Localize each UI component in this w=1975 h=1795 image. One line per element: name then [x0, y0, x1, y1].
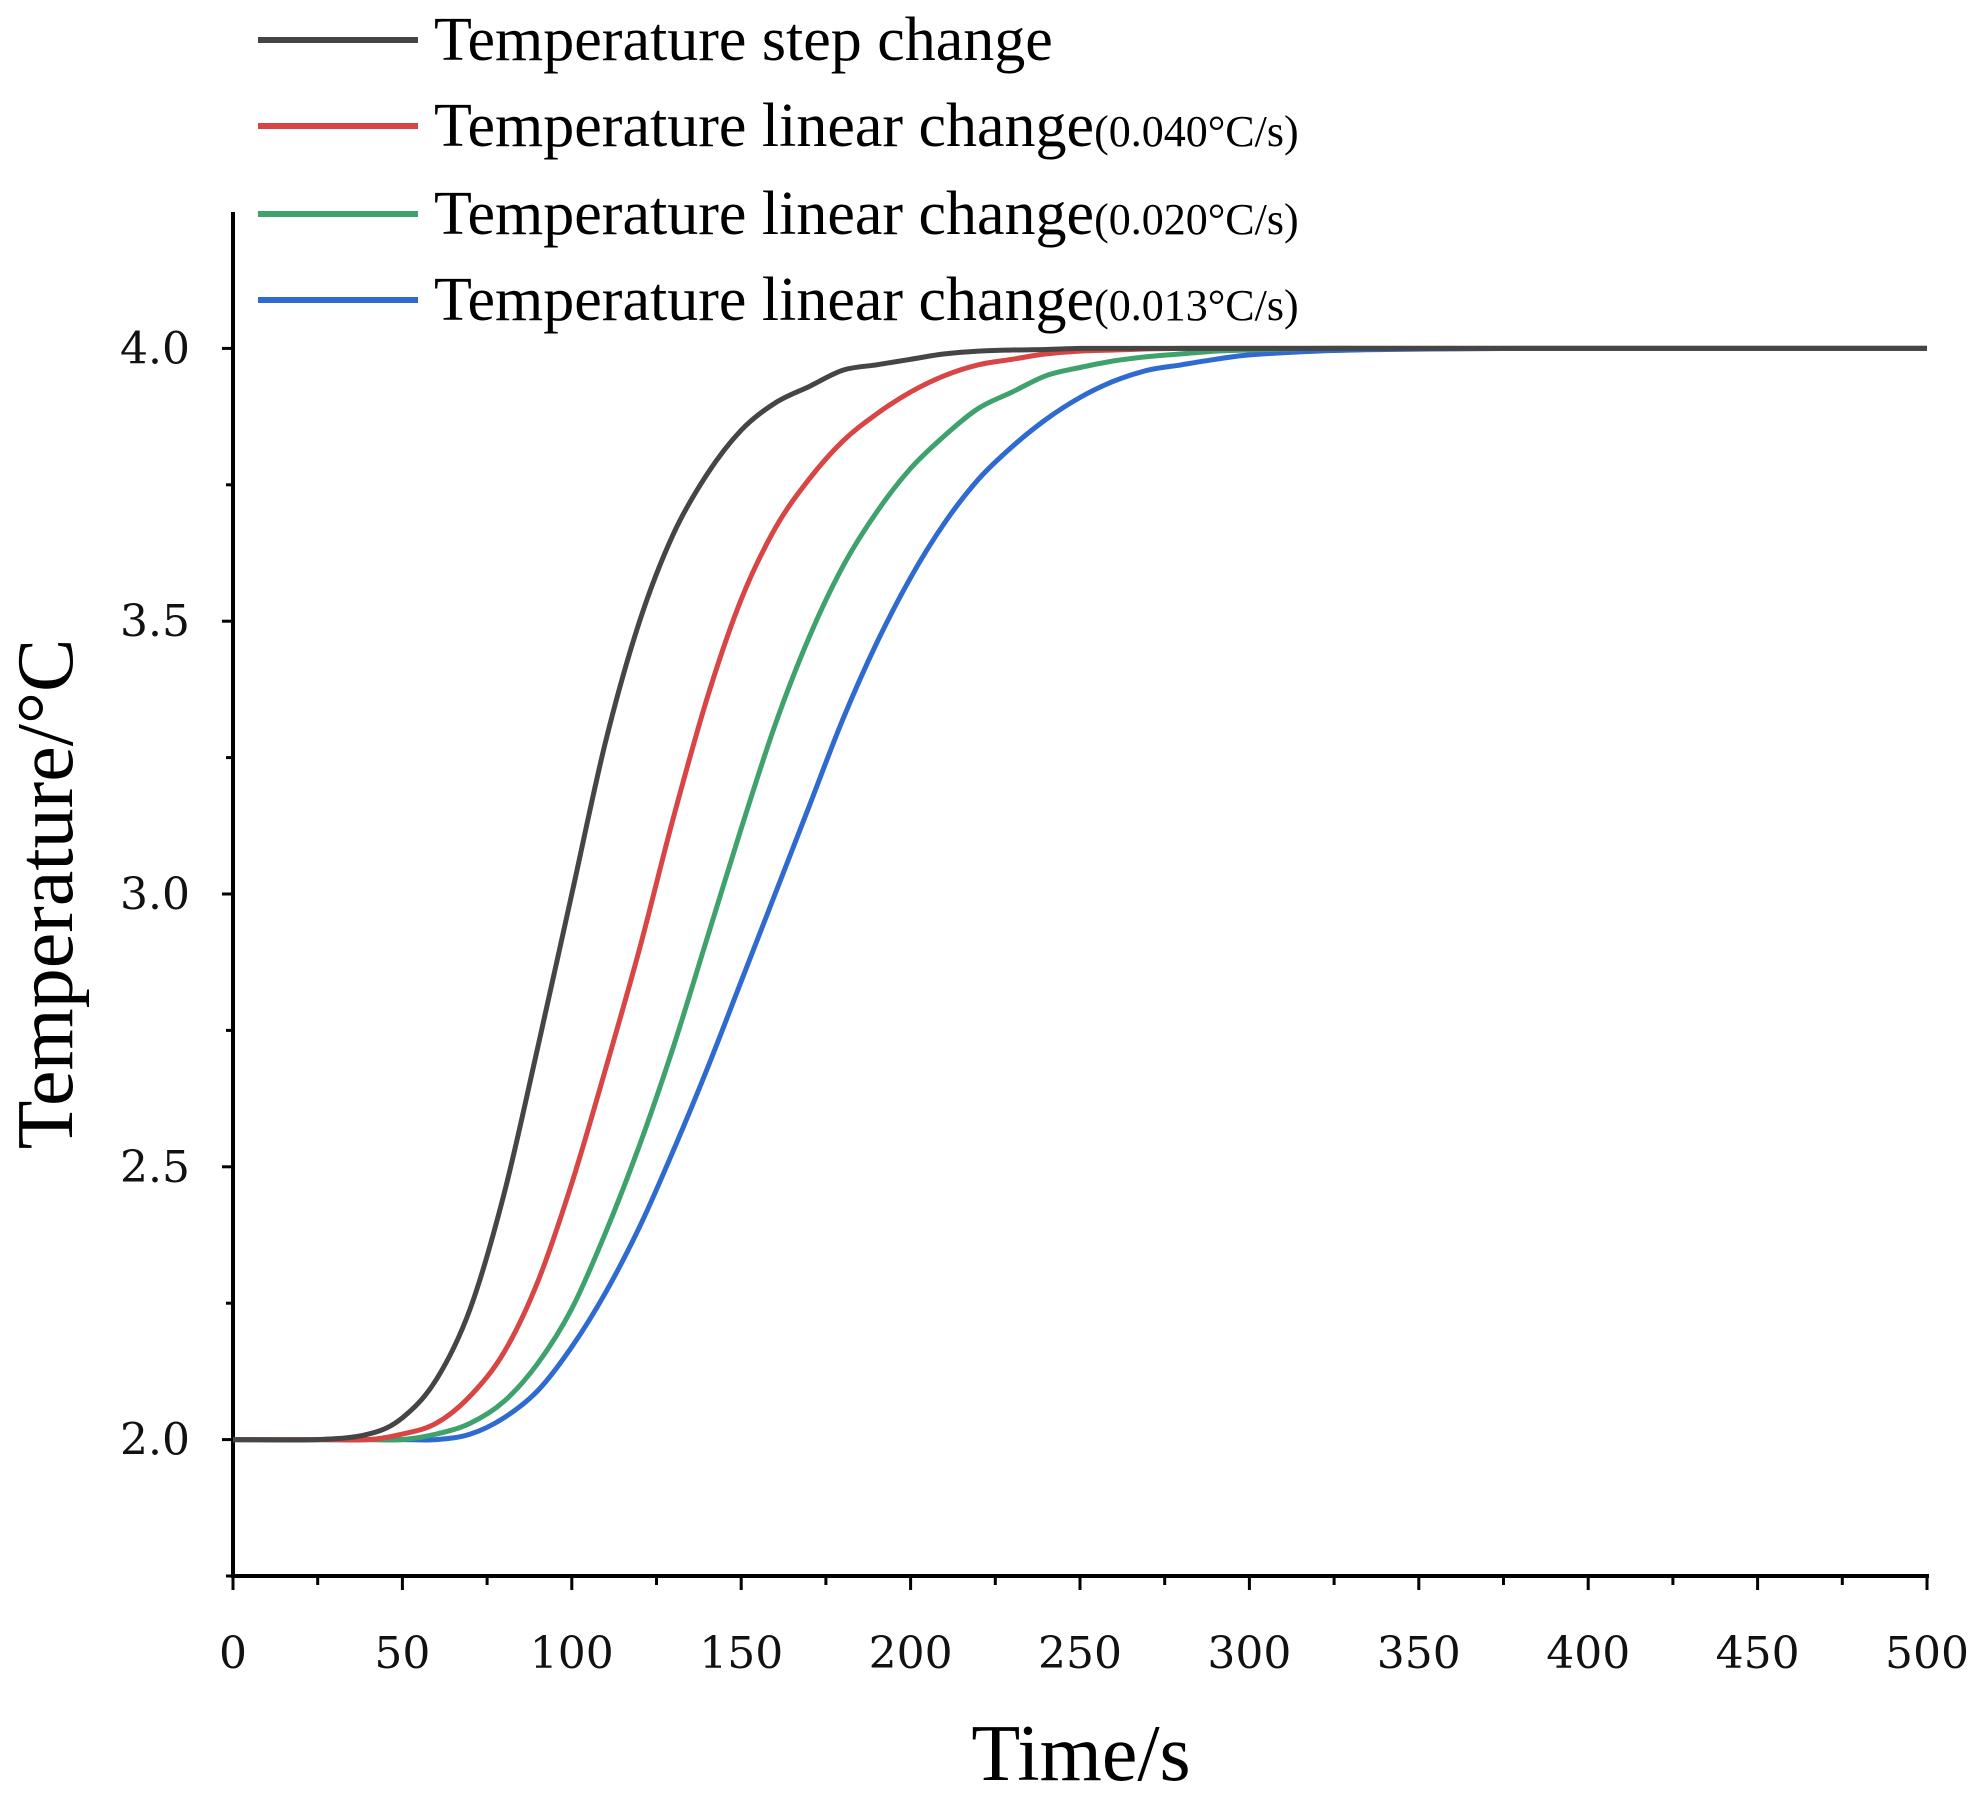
series-lines [232, 345, 1927, 1443]
x-tick-label: 500 [1885, 1628, 1969, 1679]
series-line-2 [233, 345, 1927, 1443]
legend-label-linear-0040: Temperature linear change(0.040°C/s) [434, 92, 1299, 160]
x-tick-label: 350 [1377, 1628, 1461, 1679]
x-tick-label: 200 [869, 1628, 953, 1679]
y-tick-label: 2.0 [120, 1415, 190, 1466]
legend-label-linear-0020: Temperature linear change(0.020°C/s) [434, 180, 1299, 248]
x-tick-label: 150 [699, 1628, 783, 1679]
x-tick-label: 50 [374, 1628, 430, 1679]
series-line-1 [233, 345, 1927, 1443]
x-tick-label: 100 [530, 1628, 614, 1679]
x-tick-label: 450 [1716, 1628, 1800, 1679]
series-line-3 [233, 345, 1927, 1443]
y-tick-label: 4.0 [120, 323, 190, 374]
y-ticks: 2.0 2.5 3.0 3.5 4.0 [120, 323, 233, 1578]
x-tick-label: 300 [1207, 1628, 1291, 1679]
x-tick-label: 0 [219, 1628, 247, 1679]
x-tick-label: 250 [1038, 1628, 1122, 1679]
series-line-0 [232, 345, 1927, 1443]
x-axis-title: Time/s [971, 1710, 1190, 1795]
legend-label-linear-0013: Temperature linear change(0.013°C/s) [434, 266, 1299, 334]
y-tick-label: 3.0 [120, 869, 190, 920]
legend: Temperature step change Temperature line… [258, 6, 1299, 334]
x-tick-label: 400 [1546, 1628, 1630, 1679]
y-tick-label: 3.5 [120, 596, 190, 647]
x-ticks: 0 50 100 150 200 250 300 350 400 450 500 [219, 1576, 1969, 1679]
legend-label-step: Temperature step change [434, 6, 1053, 74]
y-axis-title: Temperature/°C [2, 639, 90, 1150]
y-tick-label: 2.5 [120, 1142, 190, 1193]
